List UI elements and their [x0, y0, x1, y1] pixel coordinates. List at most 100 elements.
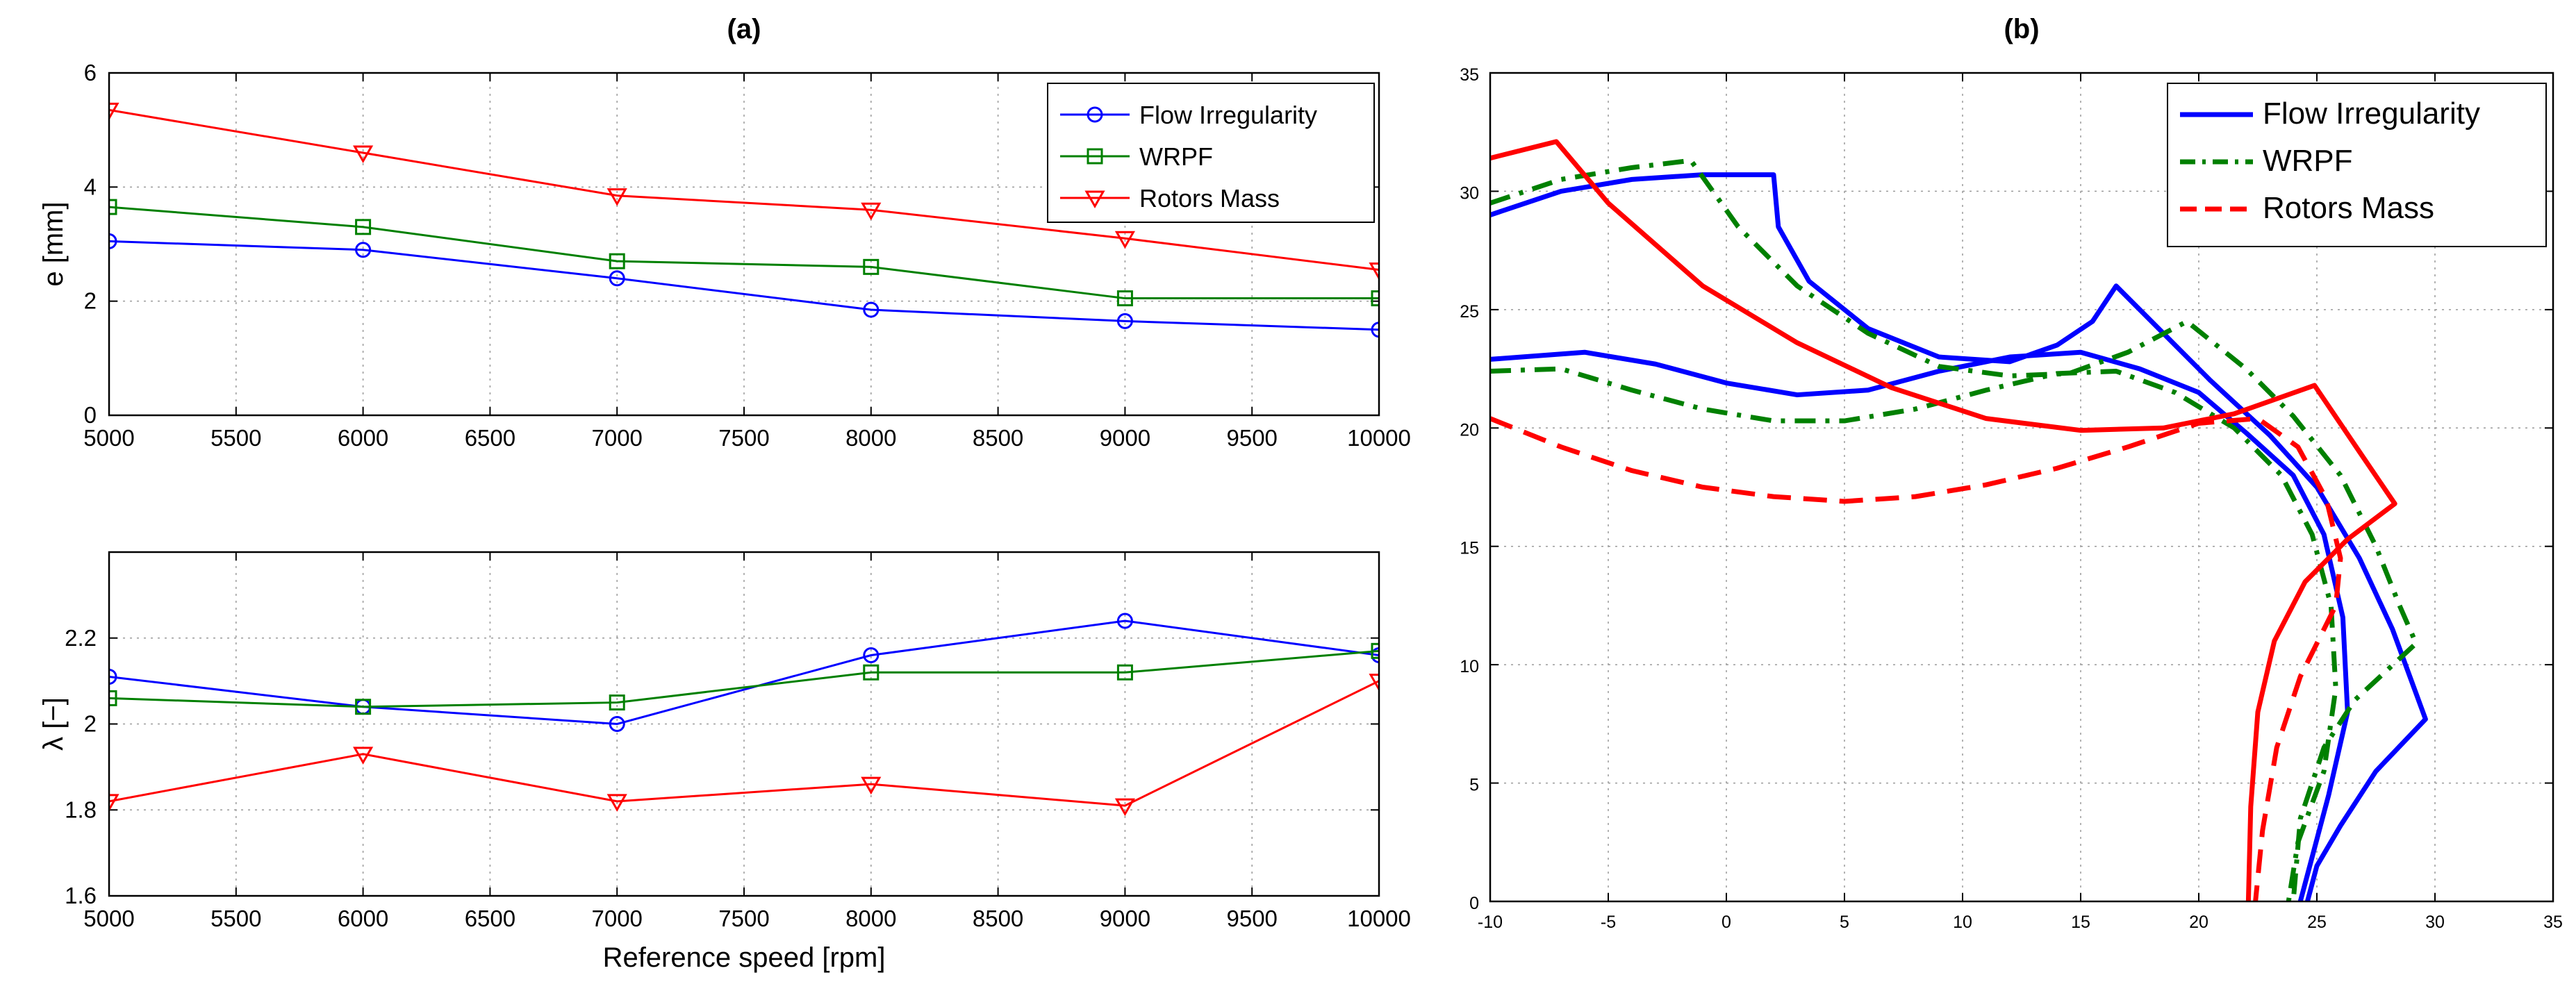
profile-curve-rotors-mass-dashed: [1490, 416, 2343, 901]
data-point-wrpf: [1371, 642, 1379, 659]
legend-box: [2167, 83, 2547, 247]
data-point-wrpf: [1116, 290, 1133, 307]
x-tick-label: 7000: [591, 906, 642, 931]
x-tick-label: 7500: [718, 425, 769, 451]
legend-marker-wrpf: [1087, 148, 1103, 165]
x-tick-label: 30: [2425, 913, 2445, 932]
x-tick-label: 15: [2071, 913, 2090, 932]
data-point-wrpf: [609, 253, 625, 269]
y-tick-label: 2: [84, 288, 97, 314]
axes-frame: [1489, 72, 2554, 903]
x-tick-label: 9500: [1226, 425, 1277, 451]
data-point-flow-irregularity: [109, 668, 117, 685]
x-tick-label: 6500: [465, 906, 515, 931]
legend-label-wrpf: WRPF: [2263, 144, 2353, 178]
x-tick-label: 25: [2307, 913, 2327, 932]
profile-curve-flow-irregularity-solid: [1490, 349, 2350, 901]
data-point-rotors-mass: [861, 776, 882, 795]
x-tick-label: 10000: [1347, 906, 1411, 931]
data-point-flow-irregularity: [1116, 613, 1133, 629]
data-point-wrpf: [355, 699, 372, 715]
legend: Flow Irregularity WRPF Rotors Mass: [1047, 83, 1375, 223]
data-point-flow-irregularity: [609, 716, 625, 732]
legend-label-flow-irregularity: Flow Irregularity: [2263, 97, 2480, 131]
y-axis-label: e [mm]: [38, 201, 69, 286]
y-tick-label: 10: [1460, 657, 1479, 676]
x-tick-label: -5: [1601, 913, 1616, 932]
y-tick-label: 6: [84, 60, 97, 85]
series-line-wrpf: [109, 206, 1379, 300]
x-tick-label: 5000: [83, 906, 134, 931]
y-tick-label: 2.2: [65, 625, 97, 651]
y-axis-label: λ [−]: [38, 697, 69, 751]
data-point-wrpf: [109, 199, 117, 215]
data-point-wrpf: [863, 664, 880, 681]
panel-title: (b): [2004, 14, 2039, 44]
x-tick-label: 6000: [338, 425, 388, 451]
data-point-flow-irregularity: [863, 301, 880, 318]
data-point-rotors-mass: [1114, 798, 1135, 817]
x-tick-label: 9000: [1100, 425, 1150, 451]
series-line-rotors-mass: [109, 108, 1379, 271]
data-point-flow-irregularity: [1116, 313, 1133, 329]
y-tick-label: 15: [1460, 539, 1479, 558]
y-tick-label: 35: [1460, 65, 1479, 85]
series-line-wrpf: [109, 649, 1379, 708]
y-tick-label: 0: [1469, 894, 1479, 913]
data-point-flow-irregularity: [1371, 322, 1379, 338]
x-tick-label: 9000: [1100, 906, 1150, 931]
x-tick-label: 7000: [591, 425, 642, 451]
y-tick-label: 0: [84, 402, 97, 428]
x-tick-label: 8500: [973, 906, 1023, 931]
axes-frame: [108, 551, 1380, 897]
y-tick-label: 20: [1460, 420, 1479, 440]
x-axis-label: Reference speed [rpm]: [603, 942, 886, 973]
data-point-rotors-mass: [1114, 231, 1135, 249]
data-point-rotors-mass: [353, 747, 374, 765]
x-tick-label: 7500: [718, 906, 769, 931]
series-group: [1490, 139, 2428, 901]
data-point-wrpf: [863, 258, 880, 275]
x-tick-label: 10000: [1347, 425, 1411, 451]
x-tick-label: 5500: [210, 906, 261, 931]
data-point-rotors-mass: [861, 202, 882, 221]
y-tick-label: 2: [84, 711, 97, 737]
y-tick-label: 1.6: [65, 883, 97, 908]
data-point-rotors-mass: [606, 188, 627, 206]
data-point-rotors-mass: [1369, 674, 1379, 692]
series-line-flow-irregularity: [109, 619, 1379, 726]
x-tick-label: 10: [1953, 913, 1972, 932]
panel-title: (a): [727, 14, 761, 44]
x-tick-label: 5: [1840, 913, 1849, 932]
panel-b-axes: -10 -5 0 5 10 15 20 25 30 35 0 5 10 15 20 25 30 35 (b) Flow…: [1460, 14, 2563, 932]
data-point-rotors-mass: [606, 794, 627, 812]
x-tick-label: 8500: [973, 425, 1023, 451]
legend-marker-flow-irregularity: [1087, 106, 1103, 123]
x-tick-label: 0: [1722, 913, 1731, 932]
data-point-wrpf: [1116, 664, 1133, 681]
profile-curve-rotors-mass-solid: [1490, 139, 2397, 901]
x-tick-label: 35: [2543, 913, 2563, 932]
data-point-rotors-mass: [1369, 262, 1379, 281]
x-tick-label: 20: [2189, 913, 2208, 932]
series-line-rotors-mass: [109, 680, 1379, 807]
profile-curve-flow-irregularity-solid: [1490, 172, 2428, 901]
x-tick-label: 6000: [338, 906, 388, 931]
legend: Flow Irregularity WRPF Rotors Mass: [2167, 83, 2547, 247]
legend-marker-rotors-mass: [1084, 190, 1105, 209]
panel-a-top-axes: 5000 5500 6000 6500 7000 7500 8000 8500 9000 9500…: [38, 14, 1411, 451]
x-tick-label: -10: [1478, 913, 1503, 932]
data-point-flow-irregularity: [109, 233, 117, 249]
data-point-wrpf: [609, 694, 625, 711]
y-tick-label: 1.8: [65, 797, 97, 822]
data-point-rotors-mass: [353, 145, 374, 164]
panel-a-bottom-axes: 5000 5500 6000 6500 7000 7500 8000 8500 9000 9500…: [38, 551, 1411, 973]
x-tick-label: 8000: [845, 425, 896, 451]
data-point-rotors-mass: [109, 102, 119, 121]
y-tick-label: 25: [1460, 302, 1479, 322]
y-tick-label: 5: [1469, 776, 1479, 795]
x-tick-label: 8000: [845, 906, 896, 931]
series-group: [109, 613, 1379, 817]
profile-curve-wrpf-dashdot: [1490, 366, 2338, 901]
